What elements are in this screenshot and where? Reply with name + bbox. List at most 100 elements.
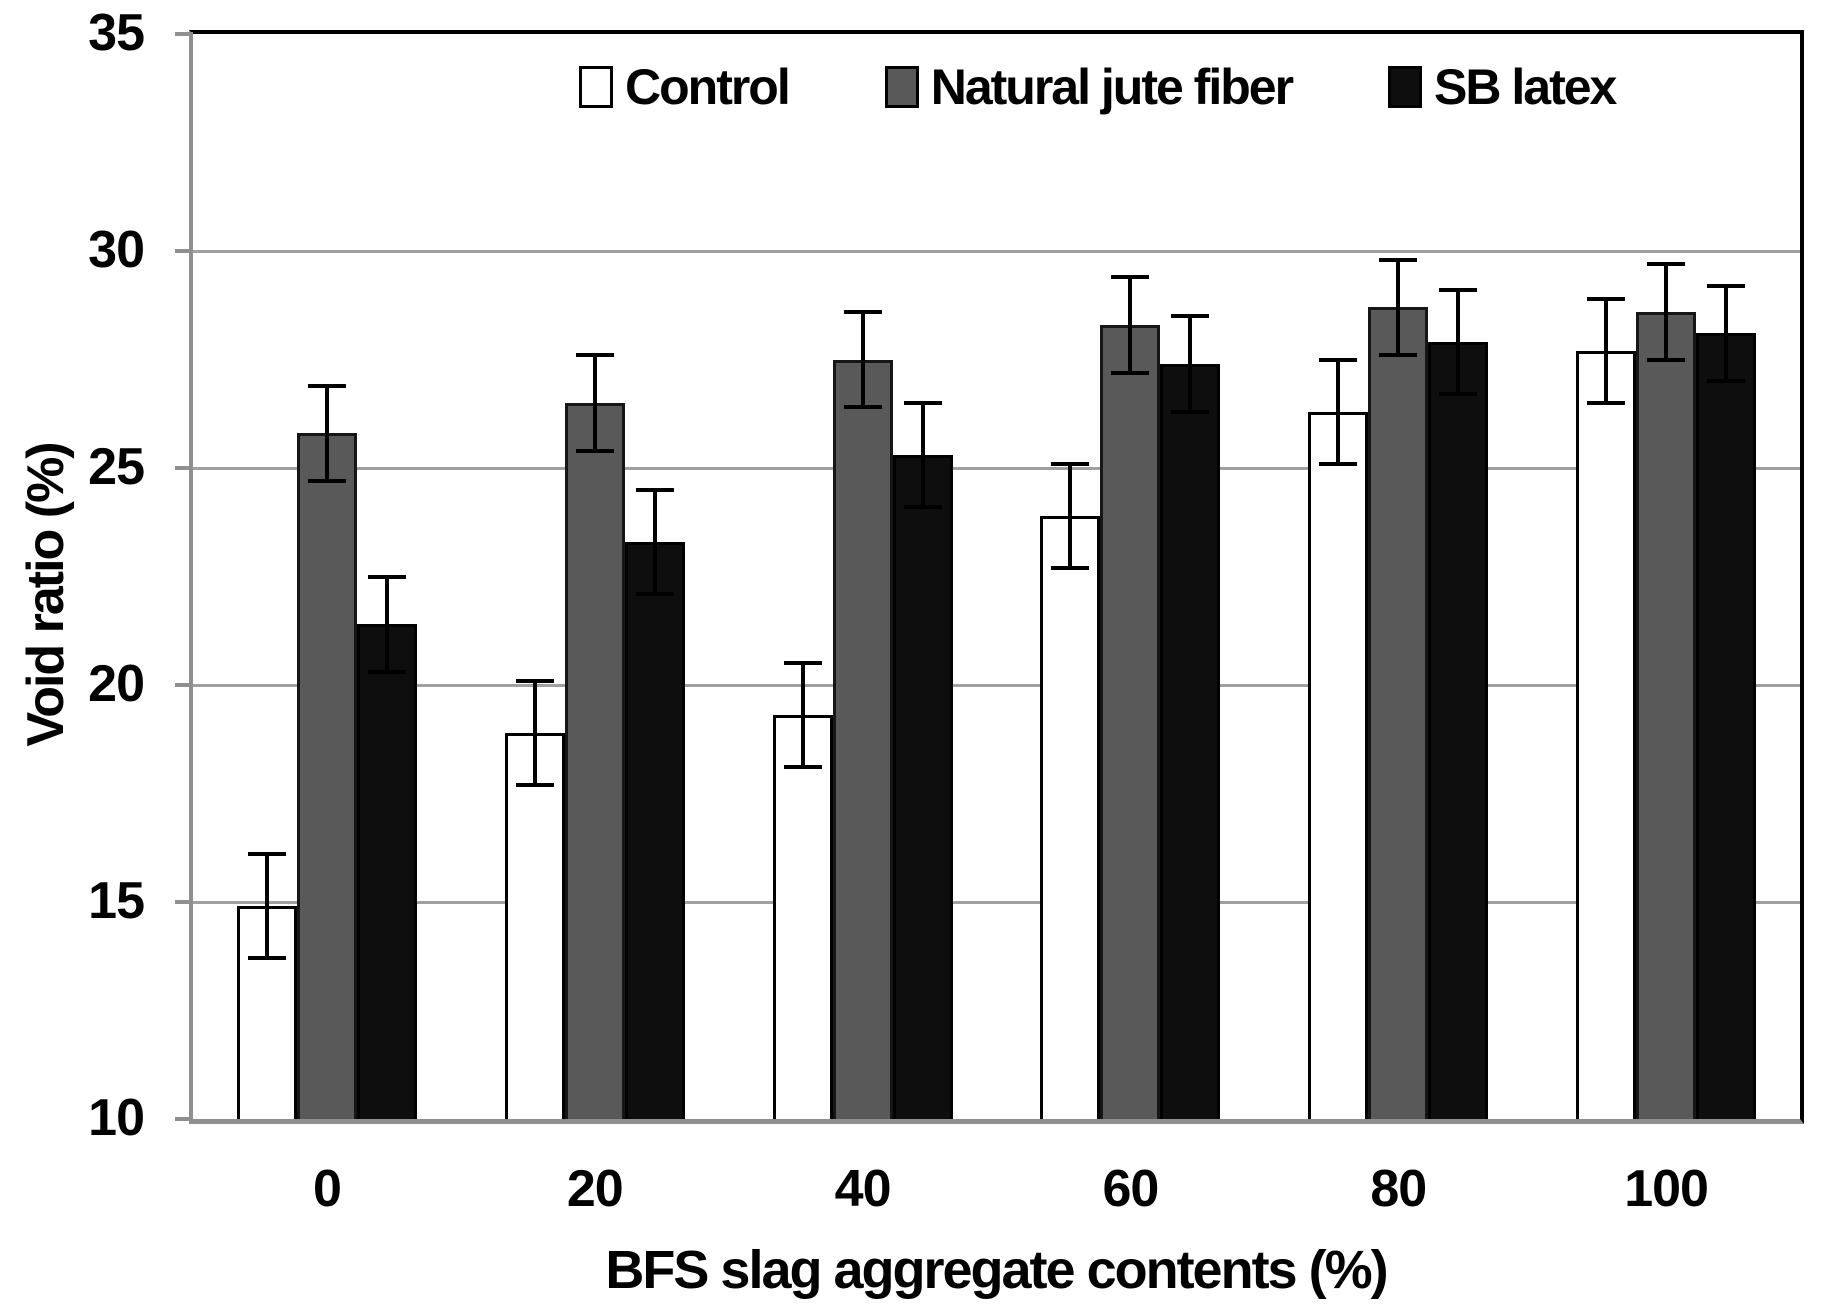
error-bar-cap-top-natural-jute-fiber-60: [1111, 275, 1150, 280]
error-bar-cap-bottom-control-80: [1319, 461, 1358, 466]
legend-item-control: Control: [579, 59, 791, 115]
error-bar-line-sb-latex-80: [1456, 290, 1461, 395]
legend-label-control: Control: [625, 59, 791, 115]
error-bar-cap-top-sb-latex-20: [635, 487, 674, 492]
error-bar-line-control-0: [264, 854, 269, 959]
error-bar-cap-top-sb-latex-80: [1439, 288, 1478, 293]
error-bar-cap-top-sb-latex-100: [1707, 283, 1746, 288]
error-bar-line-control-100: [1604, 298, 1609, 403]
error-bar-cap-top-natural-jute-fiber-0: [307, 383, 346, 388]
error-bar-cap-top-natural-jute-fiber-80: [1379, 257, 1418, 262]
error-bar-line-natural-jute-fiber-100: [1664, 264, 1669, 360]
legend-swatch-natural-jute-fiber: [884, 66, 919, 108]
error-bar-cap-bottom-natural-jute-fiber-20: [575, 448, 614, 453]
error-bar-cap-top-control-80: [1319, 357, 1358, 362]
error-bar-cap-bottom-sb-latex-60: [1171, 409, 1210, 414]
x-tick-label-60: 60: [1102, 1160, 1159, 1218]
bar-sb-latex-80: [1428, 342, 1489, 1119]
error-bar-line-natural-jute-fiber-0: [324, 385, 329, 481]
gridline-30: [193, 249, 1800, 253]
bar-control-20: [504, 732, 565, 1119]
bar-sb-latex-40: [892, 454, 953, 1119]
error-bar-cap-bottom-sb-latex-100: [1707, 379, 1746, 384]
error-bar-line-natural-jute-fiber-60: [1128, 277, 1133, 373]
gridline-15: [193, 900, 1800, 904]
error-bar-line-natural-jute-fiber-80: [1396, 259, 1401, 356]
y-tick-label-15: 15: [88, 871, 145, 930]
x-axis-title: BFS slag aggregate contents (%): [605, 1240, 1388, 1300]
legend-label-natural-jute-fiber: Natural jute fiber: [930, 59, 1294, 115]
error-bar-cap-bottom-natural-jute-fiber-60: [1111, 370, 1150, 375]
error-bar-line-control-80: [1336, 359, 1341, 464]
error-bar-cap-top-natural-jute-fiber-100: [1647, 262, 1686, 267]
bar-control-100: [1576, 350, 1637, 1119]
y-tick-30: [175, 249, 193, 253]
bar-natural-jute-fiber-60: [1100, 324, 1161, 1119]
bar-sb-latex-20: [624, 541, 685, 1119]
bar-sb-latex-0: [356, 624, 417, 1119]
error-bar-cap-bottom-control-20: [515, 782, 554, 787]
gridline-20: [193, 683, 1800, 687]
y-tick-label-30: 30: [88, 220, 145, 279]
error-bar-cap-bottom-control-40: [783, 765, 822, 770]
error-bar-cap-top-control-20: [515, 678, 554, 683]
x-tick-label-20: 20: [566, 1160, 624, 1218]
error-bar-line-sb-latex-100: [1724, 285, 1729, 382]
bar-sb-latex-100: [1696, 333, 1757, 1119]
error-bar-cap-bottom-control-0: [247, 956, 286, 961]
legend-item-sb-latex: SB latex: [1388, 59, 1617, 115]
legend: Control Natural jute fiber SB latex: [579, 59, 1617, 115]
y-tick-label-25: 25: [88, 437, 145, 496]
legend-item-natural-jute-fiber: Natural jute fiber: [884, 59, 1294, 115]
legend-label-sb-latex: SB latex: [1434, 59, 1617, 115]
error-bar-cap-bottom-sb-latex-80: [1439, 392, 1478, 397]
error-bar-cap-bottom-control-60: [1051, 565, 1090, 570]
error-bar-line-natural-jute-fiber-40: [860, 311, 865, 408]
x-tick-label-0: 0: [312, 1160, 342, 1218]
bar-sb-latex-60: [1160, 363, 1221, 1119]
error-bar-cap-bottom-natural-jute-fiber-100: [1647, 357, 1686, 362]
y-tick-15: [175, 900, 193, 904]
bar-natural-jute-fiber-100: [1636, 311, 1697, 1119]
y-tick-label-20: 20: [88, 654, 145, 713]
error-bar-cap-bottom-natural-jute-fiber-80: [1379, 353, 1418, 358]
error-bar-line-sb-latex-20: [652, 489, 657, 594]
error-bar-cap-top-control-0: [247, 852, 286, 857]
error-bar-cap-top-sb-latex-40: [903, 400, 942, 405]
y-tick-35: [175, 32, 193, 36]
bar-control-40: [772, 715, 833, 1119]
bar-natural-jute-fiber-0: [296, 433, 357, 1119]
bar-natural-jute-fiber-20: [564, 402, 625, 1119]
gridline-25: [193, 466, 1800, 470]
y-tick-label-10: 10: [88, 1088, 145, 1147]
error-bar-line-sb-latex-40: [920, 402, 925, 508]
error-bar-line-control-60: [1068, 463, 1073, 568]
y-tick-10: [175, 1117, 193, 1121]
legend-swatch-control: [579, 66, 613, 108]
error-bar-cap-bottom-natural-jute-fiber-40: [843, 405, 882, 410]
y-tick-label-35: 35: [88, 3, 145, 62]
error-bar-line-control-40: [800, 663, 805, 768]
error-bar-cap-top-sb-latex-60: [1171, 314, 1210, 319]
error-bar-cap-top-sb-latex-0: [367, 574, 406, 579]
error-bar-cap-top-control-60: [1051, 461, 1090, 466]
error-bar-cap-bottom-natural-jute-fiber-0: [307, 479, 346, 484]
x-tick-label-80: 80: [1370, 1160, 1427, 1218]
legend-swatch-sb-latex: [1388, 66, 1423, 108]
error-bar-cap-top-natural-jute-fiber-20: [575, 353, 614, 358]
x-tick-label-100: 100: [1624, 1160, 1709, 1218]
error-bar-cap-bottom-sb-latex-0: [367, 669, 406, 674]
error-bar-line-sb-latex-0: [384, 576, 389, 672]
error-bar-line-control-20: [532, 680, 537, 785]
error-bar-cap-bottom-sb-latex-40: [903, 505, 942, 510]
bar-control-60: [1040, 515, 1101, 1119]
error-bar-cap-top-control-40: [783, 661, 822, 666]
error-bar-cap-bottom-control-100: [1587, 400, 1626, 405]
error-bar-line-sb-latex-60: [1188, 316, 1193, 412]
error-bar-cap-top-control-100: [1587, 296, 1626, 301]
error-bar-cap-top-natural-jute-fiber-40: [843, 309, 882, 314]
y-tick-20: [175, 683, 193, 687]
error-bar-cap-bottom-sb-latex-20: [635, 591, 674, 596]
y-tick-25: [175, 466, 193, 470]
